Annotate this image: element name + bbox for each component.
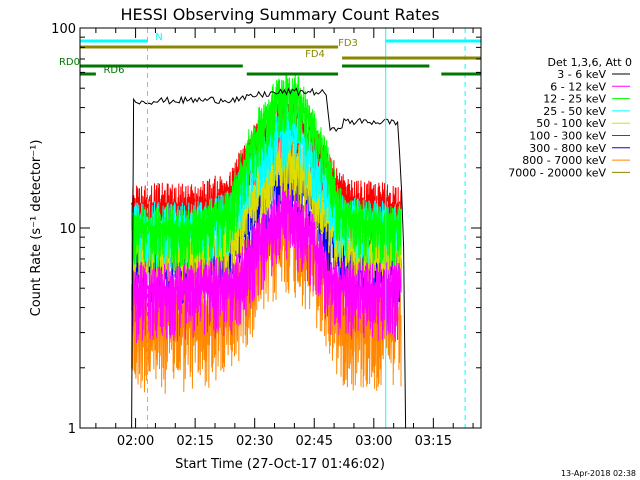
x-tick-label-0200: 02:00	[117, 434, 154, 449]
y-tick-label-100: 100	[51, 22, 76, 37]
legend-entry-label: 6 - 12 keV	[550, 80, 606, 93]
legend-entry-label: 12 - 25 keV	[543, 93, 606, 106]
flag-fd4-label: FD4	[305, 49, 325, 60]
chart-title: HESSI Observing Summary Count Rates	[120, 5, 439, 24]
flag-rd0-label: RD0	[59, 57, 80, 68]
flag-n-label: N	[155, 32, 162, 43]
series-12-25kev-line	[131, 72, 402, 273]
x-tick-label-0300: 03:00	[355, 434, 392, 449]
legend-entry-label: 25 - 50 keV	[543, 105, 606, 118]
legend-entry-label: 50 - 100 keV	[536, 117, 606, 130]
footer-timestamp: 13-Apr-2018 02:38	[561, 469, 636, 478]
x-tick-label-0215: 02:15	[176, 434, 213, 449]
flag-fd3-label: FD3	[338, 38, 358, 49]
x-tick-label-0245: 02:45	[296, 434, 333, 449]
legend-title: Det 1,3,6, Att 0	[548, 56, 632, 69]
legend-entry-label: 7000 - 20000 keV	[508, 166, 606, 179]
flag-bars-layer: N FD3 FD4 RD0 RD6	[59, 32, 481, 76]
flag-rd6-label: RD6	[103, 65, 124, 76]
x-tick-label-0230: 02:30	[236, 434, 273, 449]
legend-entry-label: 100 - 300 keV	[529, 130, 606, 143]
series-6-12kev-line	[131, 183, 402, 344]
y-axis-label: Count Rate (s⁻¹ detector⁻¹)	[29, 140, 44, 317]
y-tick-label-10: 10	[59, 222, 76, 237]
legend-entry-label: 3 - 6 keV	[557, 68, 606, 81]
x-axis-label: Start Time (27-Oct-17 01:46:02)	[175, 457, 385, 472]
series-3-6kev-line	[80, 87, 407, 429]
legend-entry-label: 300 - 800 keV	[529, 142, 606, 155]
axes-layer: 02:00 02:15 02:30 02:45 03:00 03:15 1 10 100	[51, 22, 481, 449]
series-layer	[80, 72, 407, 429]
legend-entry-label: 800 - 7000 keV	[522, 154, 606, 167]
x-tick-label-0315: 03:15	[415, 434, 452, 449]
y-tick-label-1: 1	[68, 422, 76, 437]
